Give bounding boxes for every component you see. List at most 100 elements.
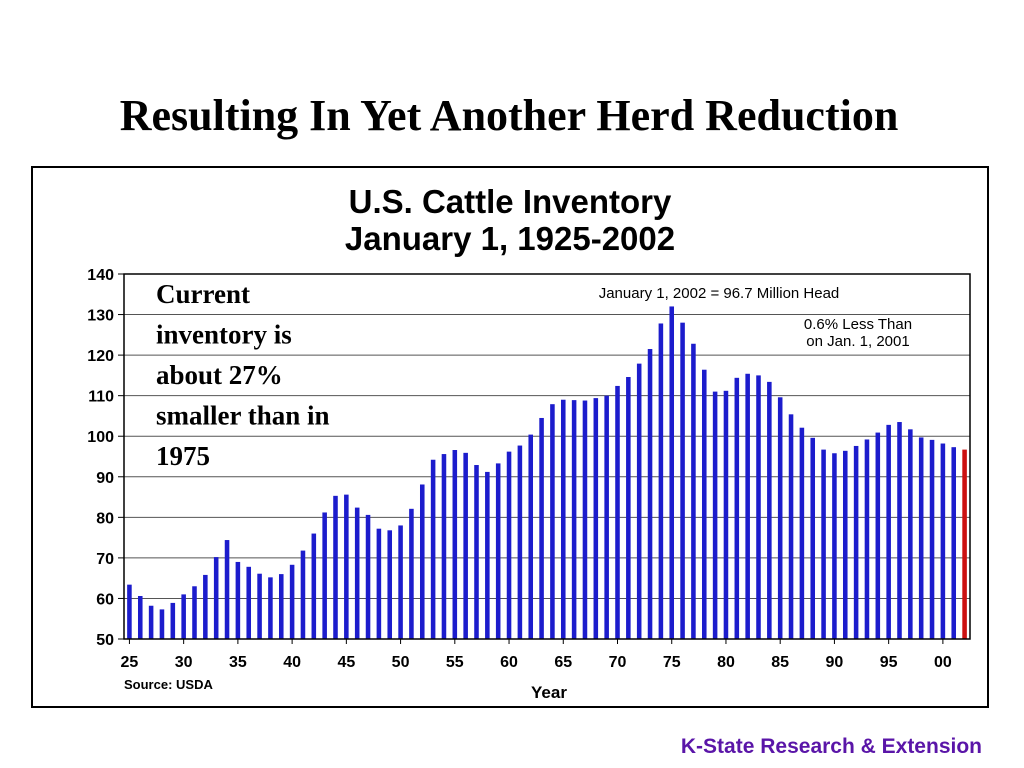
x-tick-label: 25: [121, 654, 139, 671]
bar: [278, 574, 284, 639]
bar: [908, 429, 913, 639]
x-tick-label: 50: [392, 654, 410, 671]
bar: [875, 432, 881, 639]
y-tick-label: 70: [96, 551, 114, 568]
bar: [767, 381, 772, 639]
bar: [517, 445, 523, 639]
x-tick-label: 75: [663, 654, 681, 671]
x-tick-label: 35: [229, 654, 247, 671]
annotation-comment-line: Current: [156, 279, 250, 309]
bar: [539, 417, 544, 639]
bar: [723, 390, 729, 639]
bar: [376, 528, 382, 639]
x-tick-label: 95: [880, 654, 898, 671]
bar: [506, 451, 512, 639]
bar: [929, 439, 935, 639]
bar: [224, 540, 230, 639]
bar: [615, 385, 620, 639]
bar: [582, 400, 588, 639]
bar: [658, 323, 664, 639]
annotation-current-line: January 1, 2002 = 96.7 Million Head: [599, 285, 840, 302]
bar: [474, 465, 479, 639]
x-tick-label: 45: [337, 654, 355, 671]
source-note: Source: USDA: [124, 677, 213, 692]
x-tick-label: 55: [446, 654, 464, 671]
bar: [669, 306, 675, 639]
chart-title-line-1: U.S. Cattle Inventory: [348, 183, 672, 220]
bar: [626, 377, 631, 639]
chart-frame: U.S. Cattle Inventory January 1, 1925-20…: [31, 166, 989, 708]
bar: [235, 561, 241, 639]
bar: [701, 369, 707, 639]
x-tick-label: 90: [826, 654, 844, 671]
cattle-inventory-chart: 50 60 70 80 90 100 110 120 130 140 25 30 35 40 45 50 55 6…: [87, 267, 971, 702]
bar: [940, 443, 946, 639]
bar: [409, 508, 414, 639]
bar: [387, 530, 393, 639]
bar: [647, 349, 653, 639]
bar: [832, 453, 837, 639]
bar: [170, 602, 176, 639]
bar: [257, 573, 262, 639]
y-tick-label: 80: [96, 510, 114, 527]
y-tick-label: 120: [87, 348, 114, 365]
chart-title-line-2: January 1, 1925-2002: [344, 220, 676, 257]
bar: [495, 463, 501, 639]
annotation-comment-line: about 27%: [156, 360, 283, 390]
footer-credit: K-State Research & Extension: [680, 735, 982, 758]
bar: [777, 397, 783, 639]
bar: [159, 609, 165, 639]
bar: [398, 525, 403, 639]
bar: [897, 422, 902, 639]
y-tick-label: 140: [87, 267, 114, 284]
bar: [691, 343, 696, 639]
bar: [322, 512, 327, 639]
bar: [864, 439, 870, 639]
bar: [593, 398, 599, 639]
bar: [560, 399, 566, 639]
bar: [463, 452, 468, 639]
y-tick-label: 100: [87, 429, 114, 446]
bar: [734, 377, 740, 639]
x-tick-label: 80: [717, 654, 735, 671]
annotation-comment-line: inventory is: [156, 320, 292, 350]
annotation-comment-line: 1975: [156, 441, 210, 471]
x-tick-label: 00: [934, 654, 952, 671]
y-tick-label: 50: [96, 632, 114, 649]
y-tick-label: 60: [96, 591, 114, 608]
x-tick-label: 85: [771, 654, 789, 671]
annotation-change-line: 0.6% Less Than: [804, 316, 912, 333]
x-tick-label: 65: [554, 654, 572, 671]
bar: [137, 596, 143, 639]
bar: [365, 514, 371, 639]
x-tick-label: 30: [175, 654, 193, 671]
bar: [810, 437, 816, 639]
bar: [148, 605, 154, 639]
bar: [962, 449, 967, 639]
bar: [485, 471, 490, 639]
bar: [756, 375, 761, 639]
bar: [311, 533, 317, 639]
bar: [354, 507, 360, 639]
bar: [550, 404, 555, 639]
x-tick-label: 60: [500, 654, 518, 671]
y-tick-label: 110: [88, 389, 114, 406]
bar: [842, 450, 848, 639]
bar: [213, 557, 219, 639]
x-axis-label: Year: [531, 683, 567, 702]
bar: [246, 566, 252, 639]
bar: [203, 574, 208, 639]
bar: [951, 447, 957, 639]
bar: [419, 484, 425, 639]
bar: [333, 495, 338, 639]
bar: [745, 373, 750, 639]
bar: [799, 427, 805, 639]
bar: [918, 437, 924, 639]
slide-title: Resulting In Yet Another Herd Reduction: [119, 91, 899, 140]
bar: [712, 391, 718, 639]
bar: [192, 586, 197, 639]
annotation-comment-line: smaller than in: [156, 401, 330, 431]
bar: [452, 450, 458, 639]
y-tick-label: 90: [96, 470, 114, 487]
bar: [181, 594, 186, 639]
